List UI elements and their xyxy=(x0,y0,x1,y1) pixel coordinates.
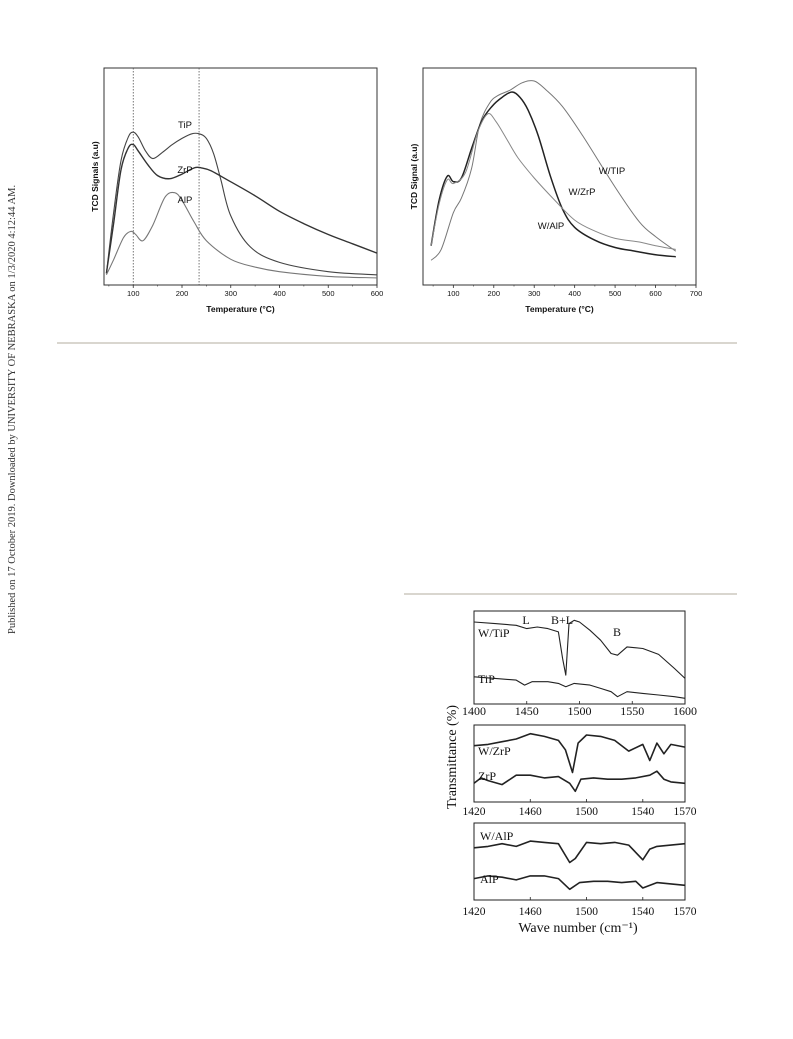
ftir-panel-1-x-tick-label-2: 1500 xyxy=(575,806,598,818)
ftir-panel-2-x-tick-label-2: 1500 xyxy=(575,906,598,918)
chart1-x-tick-label-1: 200 xyxy=(176,289,189,298)
ftir-panel-0-x-tick-label-0: 1400 xyxy=(462,704,486,718)
chart1-x-tick-label-0: 100 xyxy=(127,289,140,298)
ftir-series-label-alp: AlP xyxy=(480,872,499,886)
ftir-annotation-b-plus-l: B+L xyxy=(551,613,573,627)
ftir-annotation-l: L xyxy=(522,613,529,627)
chart2-x-tick-label-1: 200 xyxy=(488,289,501,298)
chart2-x-tick-label-2: 300 xyxy=(528,289,541,298)
ftir-panel-0-x-tick-label-4: 1600 xyxy=(673,704,697,718)
chart1-series-label-tip: TiP xyxy=(178,120,192,131)
ftir-y-axis-label: Transmittance (%) xyxy=(445,705,460,809)
ftir-panel-0-x-tick-label-2: 1500 xyxy=(568,704,592,718)
chart2-frame xyxy=(422,67,697,286)
chart1-x-tick-label-3: 400 xyxy=(273,289,286,298)
chart1-frame xyxy=(103,67,378,286)
chart1-y-axis-label: TCD Signals (a.u) xyxy=(90,141,100,212)
ftir-panel-frame-1 xyxy=(473,724,686,803)
chart1-x-tick-label-2: 300 xyxy=(224,289,237,298)
ftir-panel-frame-2 xyxy=(473,822,686,901)
chart2-x-tick-label-3: 400 xyxy=(568,289,581,298)
chart2-x-tick-label-4: 500 xyxy=(609,289,622,298)
chart2-series-label-w-alp: W/AlP xyxy=(538,221,564,232)
ftir-panel-1-x-tick-label-0: 1420 xyxy=(463,806,486,818)
ftir-panel-0-series-w-tip xyxy=(473,619,686,679)
chart2-series-line-w-zrp xyxy=(430,91,676,258)
ftir-panel-2-x-tick-label-1: 1460 xyxy=(519,906,542,918)
ftir-x-axis-label: Wave number (cm⁻¹) xyxy=(518,921,638,936)
chart1-x-tick-label-5: 600 xyxy=(371,289,384,298)
ftir-panel-0-x-tick-label-1: 1450 xyxy=(515,704,539,718)
chart1-series-line-tip xyxy=(105,131,378,276)
ftir-panel-1-x-tick-label-3: 1540 xyxy=(631,806,654,818)
ftir-panel-0-x-tick-label-3: 1550 xyxy=(620,704,644,718)
ftir-series-label-zrp: ZrP xyxy=(478,769,496,783)
ftir-panel-0-series-tip xyxy=(473,676,686,699)
chart1-series-label-alp: AlP xyxy=(178,195,193,206)
chart1-x-tick-label-4: 500 xyxy=(322,289,335,298)
ftir-annotation-b: B xyxy=(613,625,621,639)
chart1-series-line-zrp xyxy=(105,143,378,274)
chart1-series-label-zrp: ZrP xyxy=(177,165,192,176)
chart2-series-line-w-tip xyxy=(430,80,677,261)
chart2-y-axis-label: TCD Signal (a.u) xyxy=(409,144,419,210)
ftir-series-label-w-zrp: W/ZrP xyxy=(478,744,511,758)
section-divider-right xyxy=(404,593,737,595)
chart2-x-tick-label-0: 100 xyxy=(447,289,460,298)
ftir-panel-2-x-tick-label-4: 1570 xyxy=(674,906,697,918)
ftir-panel-2-series-alp xyxy=(473,875,686,891)
ftir-panel-2-x-tick-label-3: 1540 xyxy=(631,906,654,918)
ftir-panel-1-series-w-zrp xyxy=(473,732,686,774)
ftir-series-label-tip: TiP xyxy=(478,672,495,686)
ftir-panel-2-x-tick-label-0: 1420 xyxy=(463,906,486,918)
chart2-x-tick-label-5: 600 xyxy=(649,289,662,298)
ftir-series-label-w-alp: W/AlP xyxy=(480,829,514,843)
chart1-x-axis-label: Temperature (°C) xyxy=(206,304,275,314)
section-divider-top xyxy=(57,342,737,344)
ftir-panel-1-series-zrp xyxy=(473,770,686,793)
ftir-panel-1-x-tick-label-1: 1460 xyxy=(519,806,542,818)
chart2-x-axis-label: Temperature (°C) xyxy=(525,304,594,314)
ftir-panel-1-x-tick-label-4: 1570 xyxy=(674,806,697,818)
chart2-series-line-w-alp xyxy=(430,113,676,250)
chart2-series-label-w-tip: W/TIP xyxy=(599,166,625,177)
chart1-series-line-alp xyxy=(105,191,378,279)
chart2-series-label-w-zrp: W/ZrP xyxy=(569,187,596,198)
chart2-x-tick-label-6: 700 xyxy=(690,289,703,298)
ftir-series-label-w-tip: W/TiP xyxy=(478,626,510,640)
ftir-panel-2-series-w-alp xyxy=(473,840,686,864)
